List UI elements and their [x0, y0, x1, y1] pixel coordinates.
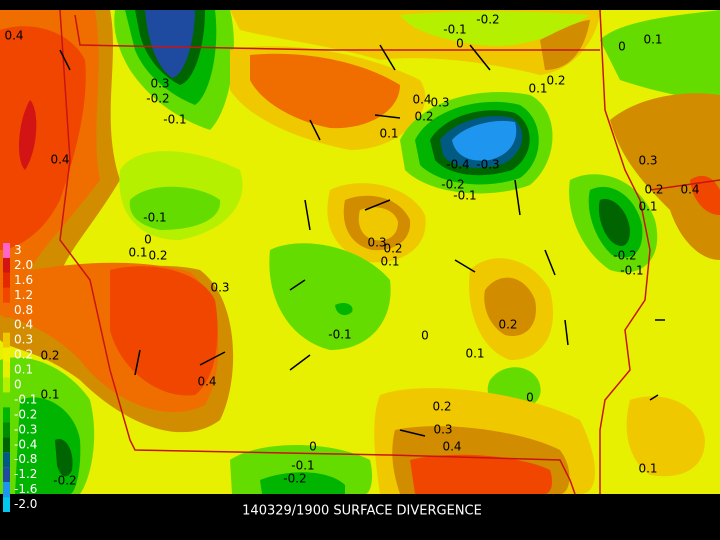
contour-label: -0.1	[620, 264, 643, 278]
contour-label: -0.1	[328, 328, 351, 342]
colorbar-swatch	[3, 377, 10, 393]
colorbar-swatch	[3, 452, 10, 468]
contour-label: 0.2	[644, 183, 663, 197]
colorbar-label: -2.0	[14, 497, 37, 511]
colorbar-label: -1.2	[14, 467, 37, 481]
contour-label: -0.1	[143, 211, 166, 225]
contour-labels: 0.4 -0.1-0.20 0.100.3-0.2-0.10.40.30.20.10…	[4, 13, 699, 488]
colorbar-swatch	[3, 302, 10, 318]
colorbar-label: 0	[14, 377, 22, 391]
map-fill	[0, 10, 720, 494]
colorbar: 32.01.61.20.80.40.30.20.10-0.1-0.2-0.3-0…	[3, 243, 37, 512]
contour-label: 0	[144, 233, 152, 247]
contour-label: 0.2	[383, 242, 402, 256]
colorbar-swatch	[3, 317, 10, 333]
contour-label: 0.2	[546, 74, 565, 88]
contour-label: 0.1	[638, 462, 657, 476]
colorbar-label: -0.1	[14, 392, 37, 406]
colorbar-label: -0.8	[14, 452, 37, 466]
contour-label: 0.3	[430, 96, 449, 110]
contour-label: -0.2	[53, 474, 76, 488]
contour-label: -0.1	[443, 23, 466, 37]
colorbar-label: 2.0	[14, 258, 33, 272]
contour-label: 0.1	[638, 200, 657, 214]
colorbar-label: 1.6	[14, 273, 33, 287]
contour-label: -0.3	[476, 158, 499, 172]
contour-label: 0.1	[643, 33, 662, 47]
contour-label: 0.4	[680, 183, 699, 197]
colorbar-swatch	[3, 392, 10, 408]
contour-label: -0.4	[446, 158, 469, 172]
contour-label: 0.4	[412, 93, 431, 107]
colorbar-swatch	[3, 497, 10, 512]
contour-label: 0.1	[379, 127, 398, 141]
colorbar-label: 0.4	[14, 318, 33, 332]
contour-label: 0	[309, 440, 317, 454]
contour-label: 0.3	[367, 236, 386, 250]
contour-label: 0.1	[528, 82, 547, 96]
state-borders	[59, 9, 720, 495]
colorbar-label: 0.8	[14, 303, 33, 317]
contour-label: 0.4	[50, 153, 69, 167]
contour-label: -0.2	[146, 92, 169, 106]
colorbar-swatch	[3, 437, 10, 453]
colorbar-label: 1.2	[14, 288, 33, 302]
contour-label: 0.3	[210, 281, 229, 295]
contour-label: 0.4	[4, 29, 23, 43]
contour-label: -0.1	[291, 459, 314, 473]
contour-label: -0.1	[163, 113, 186, 127]
contour-label: 0	[421, 329, 429, 343]
contour-label: 0.2	[498, 318, 517, 332]
contour-label: 0.1	[128, 246, 147, 260]
contour-label: 0.2	[414, 110, 433, 124]
contour-label: 0.1	[40, 388, 59, 402]
contour-label: 0.4	[197, 375, 216, 389]
colorbar-swatch	[3, 362, 10, 378]
colorbar-swatch	[3, 407, 10, 423]
contour-label: 0.3	[150, 77, 169, 91]
contour-label: -0.2	[476, 13, 499, 27]
contour-label: 0.2	[148, 249, 167, 263]
colorbar-swatch	[3, 422, 10, 438]
contour-label: 0.2	[432, 400, 451, 414]
contour-label: 0.3	[433, 423, 452, 437]
colorbar-label: -1.6	[14, 482, 37, 496]
contour-label: -0.1	[453, 189, 476, 203]
contour-label: 0	[618, 40, 626, 54]
contour-label: 0	[526, 391, 534, 405]
colorbar-label: -0.3	[14, 422, 37, 436]
colorbar-label: 0.3	[14, 333, 33, 347]
colorbar-swatch	[3, 272, 10, 288]
contour-label: -0.2	[613, 249, 636, 263]
contour-label: -0.2	[283, 472, 306, 486]
contour-label: 0.1	[465, 347, 484, 361]
colorbar-label: -0.2	[14, 407, 37, 421]
wind-barbs	[59, 44, 665, 437]
colorbar-label: 0.1	[14, 363, 33, 377]
colorbar-swatch	[3, 482, 10, 498]
colorbar-label: 3	[14, 243, 22, 257]
map-title: 140329/1900 SURFACE DIVERGENCE	[242, 504, 482, 519]
contour-label: 0.2	[40, 349, 59, 363]
colorbar-swatch	[3, 287, 10, 303]
colorbar-label: -0.4	[14, 437, 37, 451]
colorbar-label: 0.2	[14, 348, 33, 362]
contour-label: 0.3	[638, 154, 657, 168]
contour-label: 0.1	[380, 255, 399, 269]
colorbar-swatch	[3, 332, 10, 348]
colorbar-swatch	[3, 467, 10, 483]
colorbar-swatch	[3, 243, 10, 258]
colorbar-swatch	[3, 347, 10, 363]
colorbar-swatch	[3, 257, 10, 273]
contour-label: 0	[456, 37, 464, 51]
contour-label: 0.4	[442, 440, 461, 454]
contour-label: -0.2	[441, 178, 464, 192]
